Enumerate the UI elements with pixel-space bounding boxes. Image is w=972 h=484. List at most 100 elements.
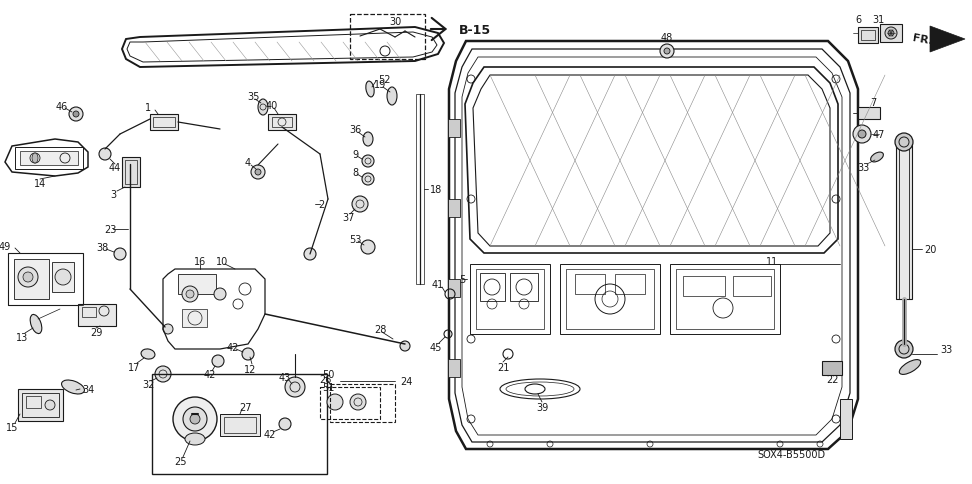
Bar [510, 273, 538, 302]
Bar [899, 145, 909, 300]
Bar [320, 387, 380, 419]
Text: 4: 4 [245, 158, 251, 167]
Circle shape [186, 290, 194, 298]
Circle shape [114, 248, 126, 260]
Circle shape [255, 170, 261, 176]
Text: 20: 20 [924, 244, 936, 255]
Bar [560, 264, 660, 334]
Text: 42: 42 [204, 369, 216, 379]
Text: 5: 5 [459, 274, 466, 285]
Text: 12: 12 [244, 364, 257, 374]
Circle shape [55, 270, 71, 286]
Text: 27: 27 [239, 402, 251, 412]
Text: 11: 11 [766, 257, 779, 267]
Text: 41: 41 [432, 279, 444, 289]
Text: 36: 36 [349, 125, 362, 135]
Polygon shape [930, 27, 965, 53]
Text: SOX4-B5500D: SOX4-B5500D [757, 449, 825, 459]
Ellipse shape [387, 88, 397, 106]
Circle shape [327, 394, 343, 410]
Text: 43: 43 [279, 372, 292, 382]
Text: 9: 9 [352, 150, 358, 160]
Text: 53: 53 [349, 235, 362, 244]
Text: 17: 17 [127, 362, 140, 372]
Circle shape [69, 108, 83, 122]
Text: 23: 23 [104, 225, 117, 235]
Circle shape [895, 134, 913, 151]
Bar [152, 374, 327, 474]
Bar [615, 274, 645, 294]
Circle shape [155, 366, 171, 382]
Bar [153, 118, 175, 128]
Bar [670, 264, 780, 334]
Text: 46: 46 [55, 102, 68, 112]
Bar [416, 95, 424, 285]
Bar [822, 361, 842, 375]
Text: 34: 34 [82, 384, 94, 394]
Circle shape [888, 31, 894, 37]
Text: 42: 42 [263, 429, 276, 439]
Circle shape [362, 174, 374, 186]
Circle shape [163, 324, 173, 334]
Circle shape [858, 131, 866, 139]
Text: 10: 10 [216, 257, 228, 267]
Bar [480, 273, 505, 302]
Text: 7: 7 [870, 98, 876, 108]
Bar [880, 25, 902, 43]
Circle shape [45, 400, 55, 410]
Text: 29: 29 [89, 327, 102, 337]
Bar [476, 270, 544, 329]
Bar [448, 120, 460, 138]
Text: 22: 22 [826, 374, 838, 384]
Bar [683, 276, 725, 296]
Bar [840, 399, 852, 439]
Circle shape [251, 166, 265, 180]
Circle shape [99, 149, 111, 161]
Bar [566, 270, 654, 329]
Text: 25: 25 [174, 456, 187, 466]
Circle shape [18, 268, 38, 287]
Text: 49: 49 [0, 242, 11, 252]
Bar [272, 118, 292, 128]
Text: 48: 48 [661, 33, 674, 43]
Bar [268, 115, 296, 131]
Bar [15, 148, 83, 170]
Text: 40: 40 [266, 101, 278, 111]
Text: 33: 33 [940, 344, 953, 354]
Circle shape [23, 272, 33, 283]
Circle shape [279, 418, 291, 430]
Bar [125, 161, 137, 184]
Text: 32: 32 [142, 379, 155, 389]
Circle shape [183, 407, 207, 431]
Circle shape [242, 348, 254, 360]
Text: 19: 19 [374, 80, 386, 90]
Bar [676, 270, 774, 329]
Bar [82, 307, 96, 318]
Text: 30: 30 [389, 17, 401, 27]
Bar [350, 15, 425, 60]
Circle shape [173, 397, 217, 441]
Ellipse shape [365, 82, 374, 98]
Text: 42: 42 [226, 342, 239, 352]
Text: 37: 37 [342, 212, 354, 223]
Text: 21: 21 [497, 362, 509, 372]
Bar [448, 359, 460, 377]
Circle shape [361, 241, 375, 255]
Circle shape [352, 197, 368, 212]
Text: 15: 15 [6, 422, 18, 432]
Bar [470, 264, 550, 334]
Circle shape [400, 341, 410, 351]
Circle shape [362, 156, 374, 167]
Bar [448, 199, 460, 217]
Bar [220, 414, 260, 436]
Bar [861, 31, 875, 41]
Bar [178, 274, 216, 294]
Circle shape [350, 394, 366, 410]
Bar [78, 304, 116, 326]
Text: 39: 39 [536, 402, 548, 412]
Ellipse shape [871, 153, 884, 163]
Bar [182, 309, 207, 327]
Bar [858, 28, 878, 44]
Text: 6: 6 [855, 15, 861, 25]
Text: 3: 3 [110, 190, 116, 199]
